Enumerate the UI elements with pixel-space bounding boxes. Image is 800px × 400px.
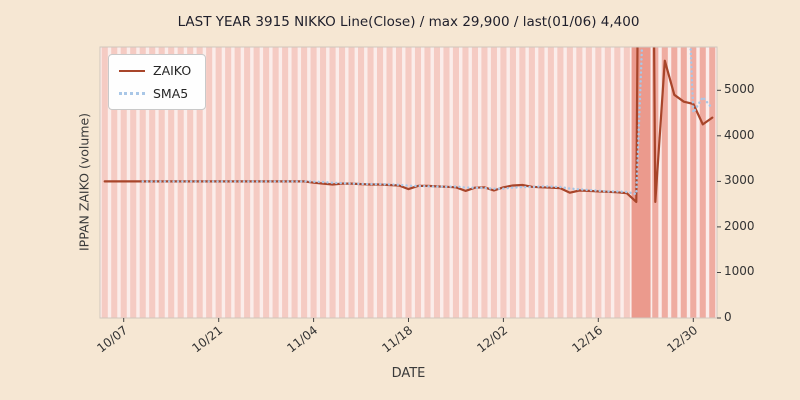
y-tick-label: 1000 bbox=[724, 264, 755, 279]
zaiko-line-swatch bbox=[119, 69, 145, 72]
y-tick-label: 3000 bbox=[724, 173, 755, 188]
sma5-line-swatch bbox=[119, 92, 145, 95]
legend-label-sma5: SMA5 bbox=[153, 86, 189, 101]
y-tick-label: 2000 bbox=[724, 218, 755, 233]
y-tick-label: 4000 bbox=[724, 127, 755, 142]
chart-title: LAST YEAR 3915 NIKKO Line(Close) / max 2… bbox=[177, 14, 640, 30]
x-axis-label: DATE bbox=[391, 366, 426, 381]
legend-label-zaiko: ZAIKO bbox=[153, 63, 192, 78]
y-tick-label: 5000 bbox=[724, 82, 755, 97]
legend: ZAIKO SMA5 bbox=[108, 54, 207, 110]
y-tick-label: 0 bbox=[724, 310, 732, 324]
y-axis-label: IPPAN ZAIKO (volume) bbox=[76, 112, 92, 252]
legend-item-zaiko: ZAIKO bbox=[119, 63, 191, 78]
legend-item-sma5: SMA5 bbox=[119, 86, 191, 101]
